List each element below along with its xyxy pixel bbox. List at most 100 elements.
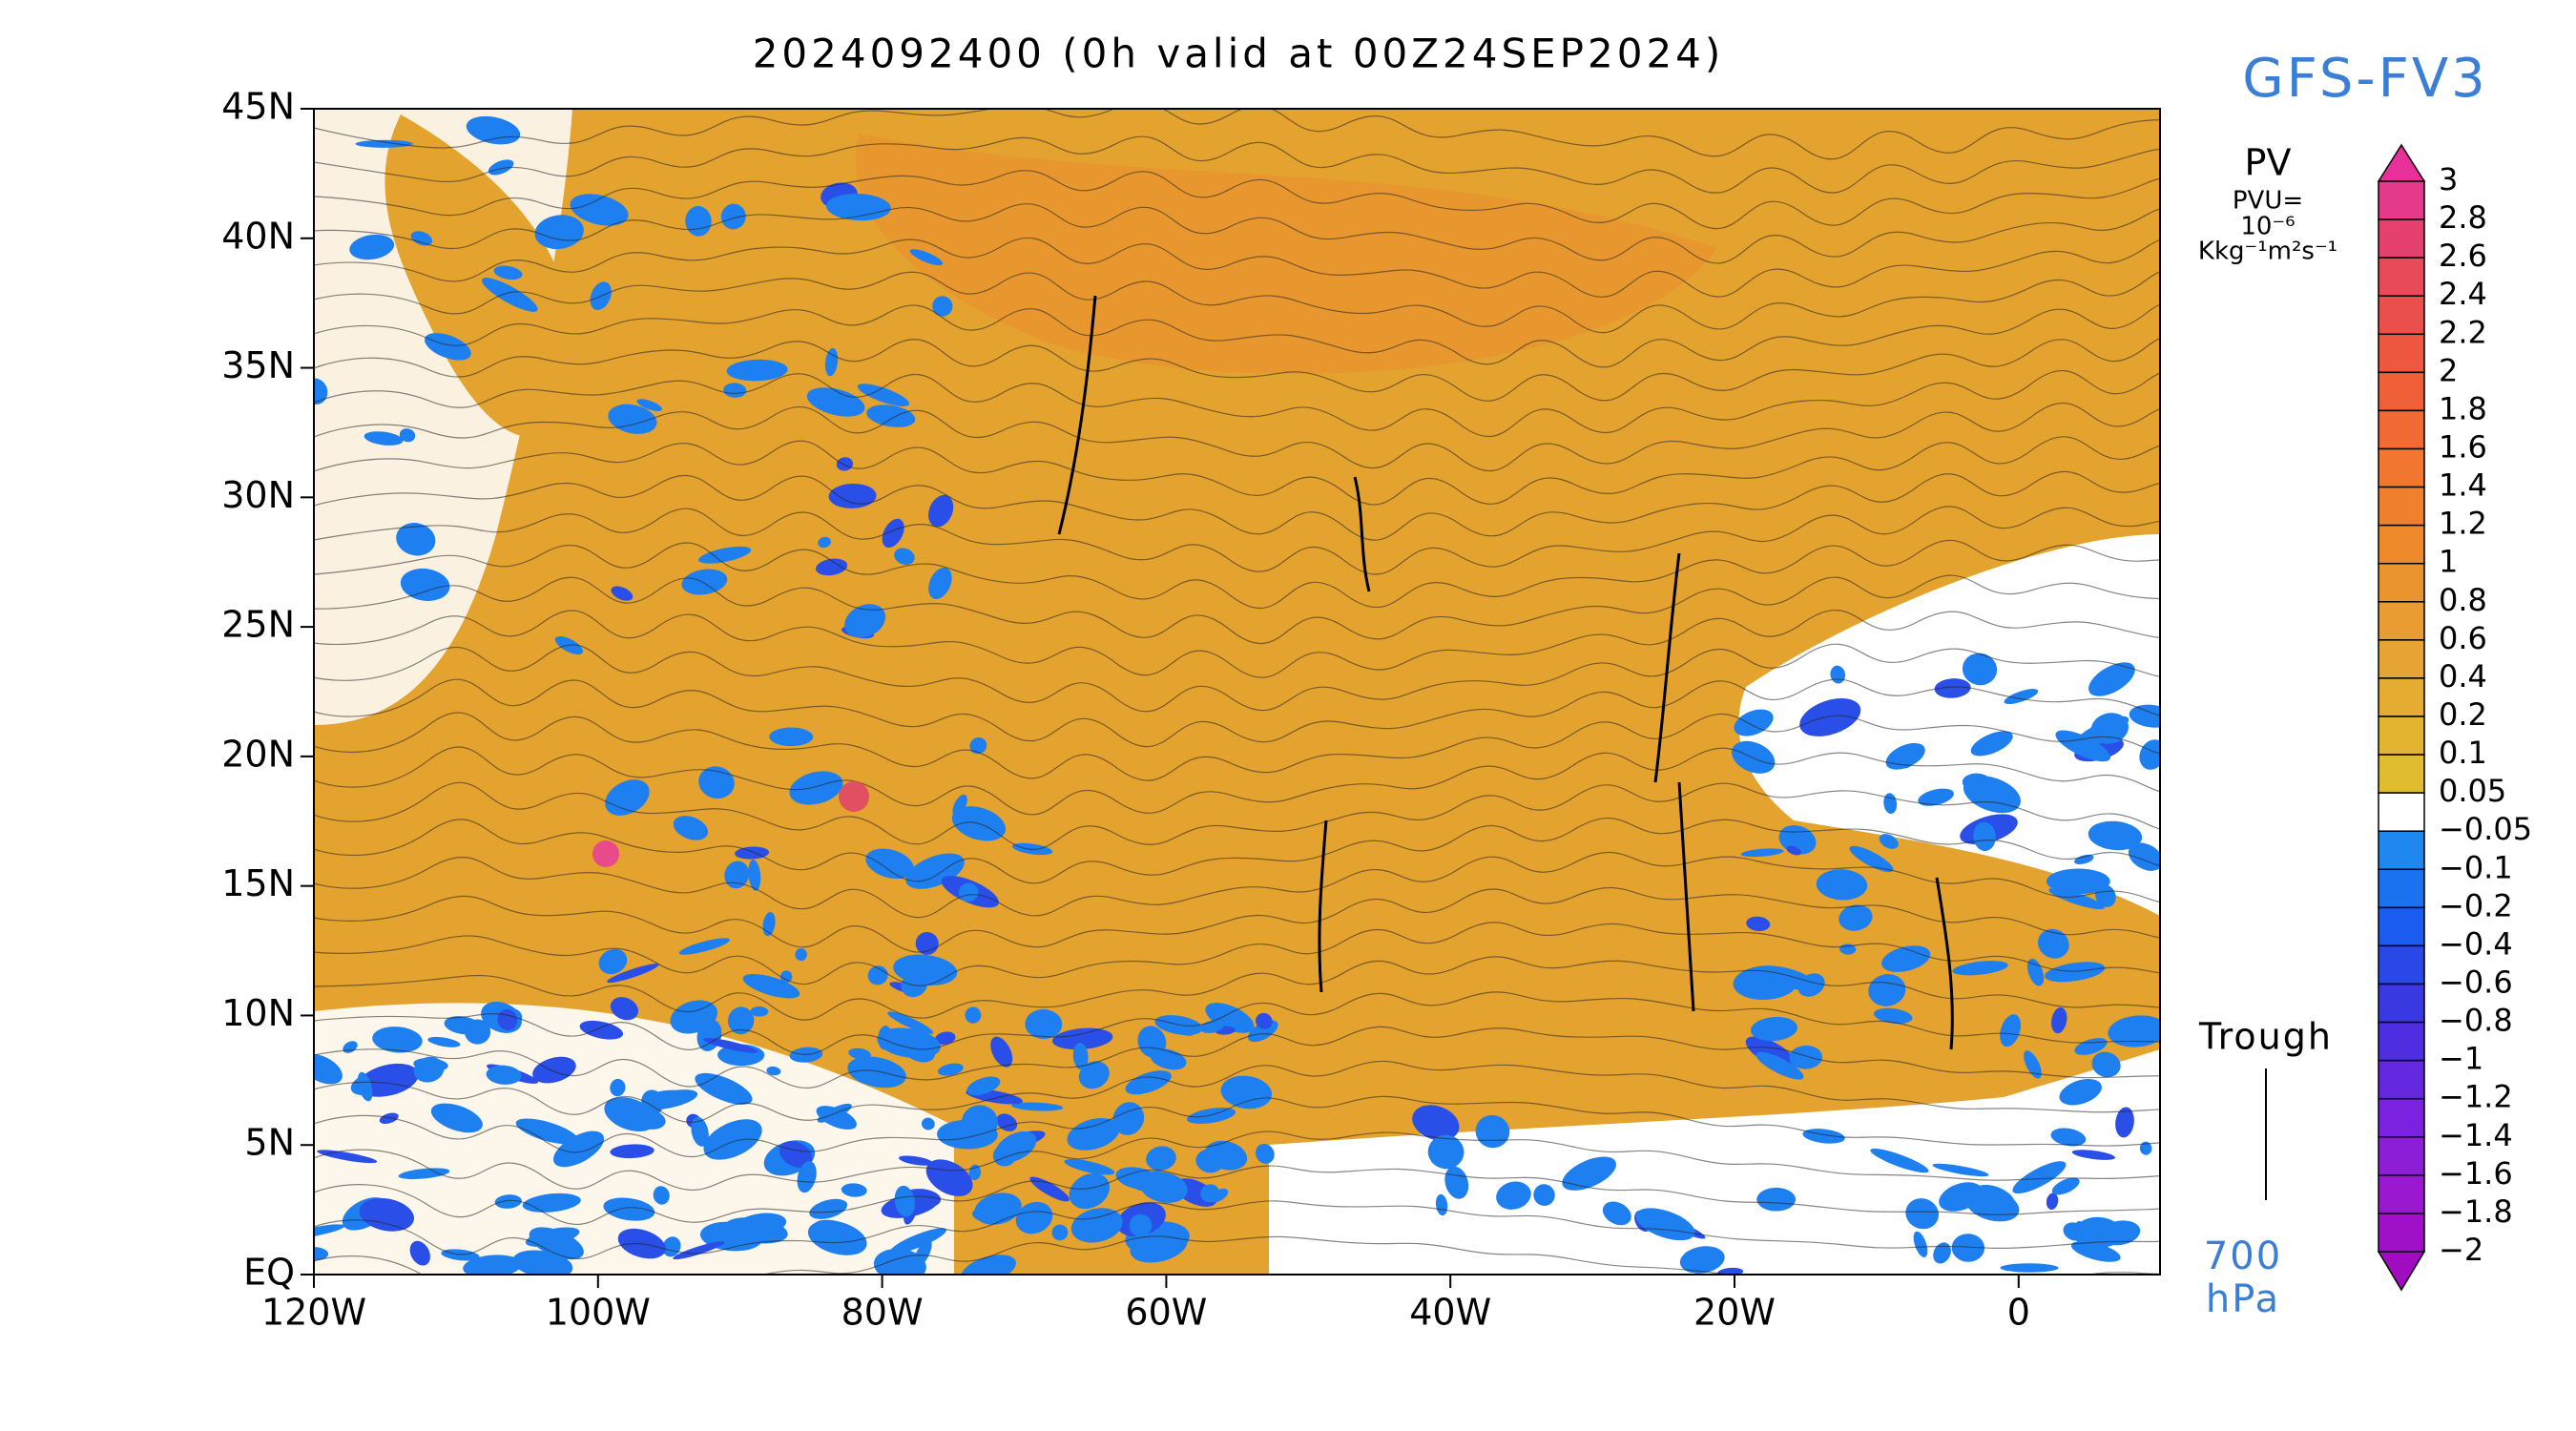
pv-negative-area [724, 861, 750, 889]
pv-negative-area [314, 378, 328, 405]
streamline [314, 436, 2160, 506]
map-title: 2024092400 (0h valid at 00Z24SEP2024) [753, 31, 1725, 77]
colorbar: 32.82.62.42.221.81.61.41.210.80.60.40.20… [2377, 143, 2532, 1292]
colorbar-arrow [2377, 1251, 2426, 1292]
streamline [314, 1060, 2160, 1123]
pv-negative-area [995, 1130, 1037, 1163]
y-tick-label: 20N [221, 733, 295, 775]
pv-negative-area [703, 1037, 758, 1053]
pv-negative-area [1934, 678, 1971, 698]
level-unit: hPa [2206, 1277, 2280, 1321]
pv-negative-area [2055, 730, 2110, 762]
y-tick-label: EQ [243, 1252, 295, 1294]
colorbar-label: 2.8 [2439, 199, 2487, 236]
pv-negative-area [1496, 1181, 1531, 1210]
pv-negative-area [1070, 1208, 1123, 1243]
streamline [314, 337, 2160, 402]
pv-negative-area [2074, 854, 2094, 864]
pv-negative-area [1932, 1163, 1989, 1177]
pv-negative-area [1200, 1184, 1220, 1203]
streamline [314, 109, 2160, 160]
pv-zero-region [314, 1003, 954, 1275]
y-tick-label: 25N [221, 604, 295, 646]
level-value: 700 [2204, 1234, 2282, 1278]
pv-negative-area [961, 1105, 998, 1140]
trough-lines [1057, 295, 1954, 1050]
colorbar-label: 1.6 [2439, 429, 2487, 466]
pv-negative-area [349, 234, 395, 260]
streamline [314, 135, 2160, 194]
colorbar-label: −0.1 [2439, 849, 2513, 885]
colorbar-box [2378, 792, 2425, 832]
colorbar-box [2378, 944, 2425, 985]
pv-negative-area [844, 604, 886, 638]
colorbar-label: 1.8 [2439, 390, 2487, 426]
pv-negative-area [742, 973, 800, 999]
colorbar-label: −1.4 [2439, 1117, 2513, 1153]
pv-negative-area [314, 1053, 343, 1085]
colorbar-box [2378, 1097, 2425, 1138]
streamline [314, 1235, 2160, 1275]
pv-negative-area [2048, 888, 2106, 910]
pv-negative-area [532, 1056, 576, 1084]
pv-negative-area [603, 1197, 655, 1221]
pv-negative-area [1025, 1008, 1063, 1040]
colorbar-box [2378, 257, 2425, 297]
pv-negative-area [2051, 1006, 2067, 1034]
colorbar-box [2378, 1213, 2425, 1253]
pv-negative-area [1205, 1003, 1255, 1033]
pv-negative-area [357, 1071, 373, 1102]
pv-negative-area [1849, 845, 1894, 873]
pv-negative-area [2139, 1141, 2152, 1155]
pv-negative-area [1755, 1051, 1804, 1080]
pv-negative-area [1256, 1012, 1273, 1029]
pv-zero-region [1738, 534, 2160, 916]
pv-negative-area [553, 1130, 605, 1168]
pv-negative-area [1078, 1061, 1110, 1089]
streamline [314, 470, 2160, 541]
pv-negative-area [2050, 1128, 2087, 1147]
pv-negative-area [1195, 1149, 1225, 1173]
pv-negative-area [651, 1089, 684, 1099]
pv-negative-area [857, 384, 910, 406]
pv-negative-area [1129, 1213, 1153, 1237]
colorbar-label: 0.05 [2439, 773, 2506, 809]
pv-negative-area [990, 1036, 1013, 1068]
pv-negative-area [748, 860, 761, 891]
streamline [314, 610, 2160, 678]
colorbar-label: −0.4 [2439, 925, 2513, 962]
pv-negative-area [1756, 1187, 1797, 1212]
colorbar-label: −1.2 [2439, 1079, 2513, 1115]
pv-negative-area [2090, 713, 2129, 744]
pv-negative-area [865, 848, 914, 880]
pv-negative-area [816, 1106, 857, 1130]
colorbar-label: −2 [2439, 1232, 2483, 1268]
streamline [314, 746, 2160, 816]
streamline [314, 643, 2160, 713]
pv-negative-area [493, 265, 523, 280]
pv-negative-area [723, 383, 747, 398]
colorbar-box [2378, 754, 2425, 794]
pv-negative-area [1732, 740, 1776, 774]
pv-negative-area [1187, 1108, 1236, 1124]
pv-negative-area [887, 1011, 934, 1034]
map-frame [313, 108, 2161, 1275]
pv-negative-area [2045, 962, 2106, 983]
pv-negative-area [969, 736, 987, 755]
pv-negative-area [1072, 1043, 1089, 1070]
pv-negative-area [728, 1006, 755, 1035]
pv-negative-area [894, 1185, 916, 1217]
y-tick-label: 45N [221, 86, 295, 128]
colorbar-label: −1 [2439, 1041, 2483, 1077]
streamline [314, 303, 2160, 368]
x-tick-label: 0 [2007, 1292, 2030, 1334]
pv-negative-area [579, 1020, 624, 1040]
streamline [314, 712, 2160, 781]
pv-negative-area [965, 1006, 982, 1024]
pv-negative-area [826, 193, 891, 221]
colorbar-label: −0.2 [2439, 887, 2513, 923]
streamline [314, 922, 2160, 986]
pv-negative-area [807, 1220, 867, 1255]
trough-line [1653, 552, 1681, 783]
pv-negative-area [1562, 1156, 1616, 1191]
